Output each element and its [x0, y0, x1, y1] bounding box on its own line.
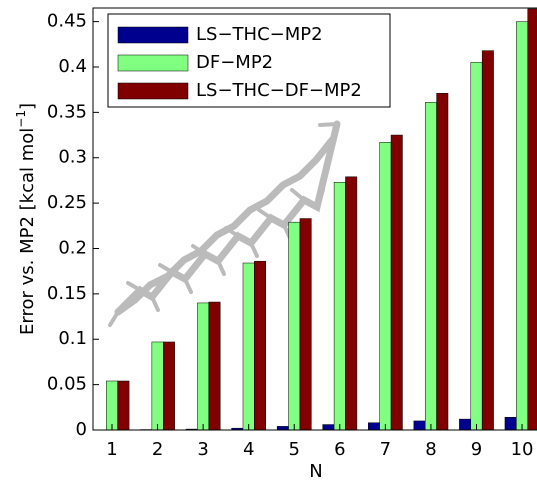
y-tick-label: 0.4: [58, 56, 87, 77]
x-tick-label: 7: [380, 439, 391, 460]
x-tick-label: 9: [471, 439, 482, 460]
bar: [424, 102, 437, 430]
x-tick-label: 4: [243, 439, 254, 460]
bar: [106, 380, 118, 430]
legend-swatch: [117, 82, 189, 100]
x-tick-label: 2: [152, 439, 163, 460]
bar: [481, 50, 494, 430]
bar: [276, 426, 289, 430]
y-tick-label: 0.3: [58, 147, 87, 168]
bar: [527, 8, 537, 430]
bar: [288, 221, 301, 430]
x-tick-label: 8: [425, 439, 436, 460]
y-axis-label: Error vs. MP2 [kcal mol−1]: [14, 103, 39, 335]
legend-swatch: [117, 54, 189, 72]
x-tick-label: 6: [334, 439, 345, 460]
y-tick-label: 0.2: [58, 237, 87, 258]
bar: [299, 218, 312, 430]
bar: [390, 134, 403, 430]
legend-label: DF−MP2: [196, 52, 273, 73]
bar: [470, 62, 483, 430]
x-axis-label: N: [309, 461, 322, 482]
bar: [516, 21, 528, 430]
bar: [208, 301, 221, 430]
bar: [322, 424, 335, 430]
bar: [197, 302, 210, 430]
y-tick-label: 0.45: [47, 11, 87, 32]
y-axis-label-sup: −1: [14, 110, 28, 128]
x-tick-label: 1: [106, 439, 117, 460]
bar: [151, 341, 164, 430]
bar: [413, 420, 426, 430]
bar: [345, 176, 358, 430]
bar: [379, 142, 392, 430]
x-tick-label: 10: [511, 439, 534, 460]
y-tick-label: 0.05: [47, 374, 87, 395]
bar: [459, 418, 472, 430]
y-tick-label: 0.25: [47, 192, 87, 213]
bar: [117, 380, 130, 430]
y-tick-label: 0.35: [47, 101, 87, 122]
y-tick-label: 0.1: [58, 328, 87, 349]
bar: [368, 422, 380, 430]
bar: [436, 93, 449, 430]
y-axis-label-main: Error vs. MP2 [kcal mol: [17, 128, 38, 335]
x-tick-label: 5: [289, 439, 300, 460]
y-tick-label: 0: [76, 419, 87, 440]
legend: LS−THC−MP2 DF−MP2 LS−THC−DF−MP2: [107, 13, 391, 108]
bar: [254, 260, 267, 430]
legend-label: LS−THC−DF−MP2: [196, 80, 362, 101]
legend-label: LS−THC−MP2: [196, 24, 323, 45]
bar: [504, 417, 517, 430]
plot-frame: [92, 7, 537, 431]
x-tick-label: 3: [197, 439, 208, 460]
bar: [333, 181, 346, 430]
bar: [242, 262, 255, 430]
y-axis-label-end: ]: [17, 103, 38, 110]
bar: [163, 341, 175, 430]
y-tick-label: 0.15: [47, 283, 87, 304]
legend-swatch: [117, 26, 189, 44]
